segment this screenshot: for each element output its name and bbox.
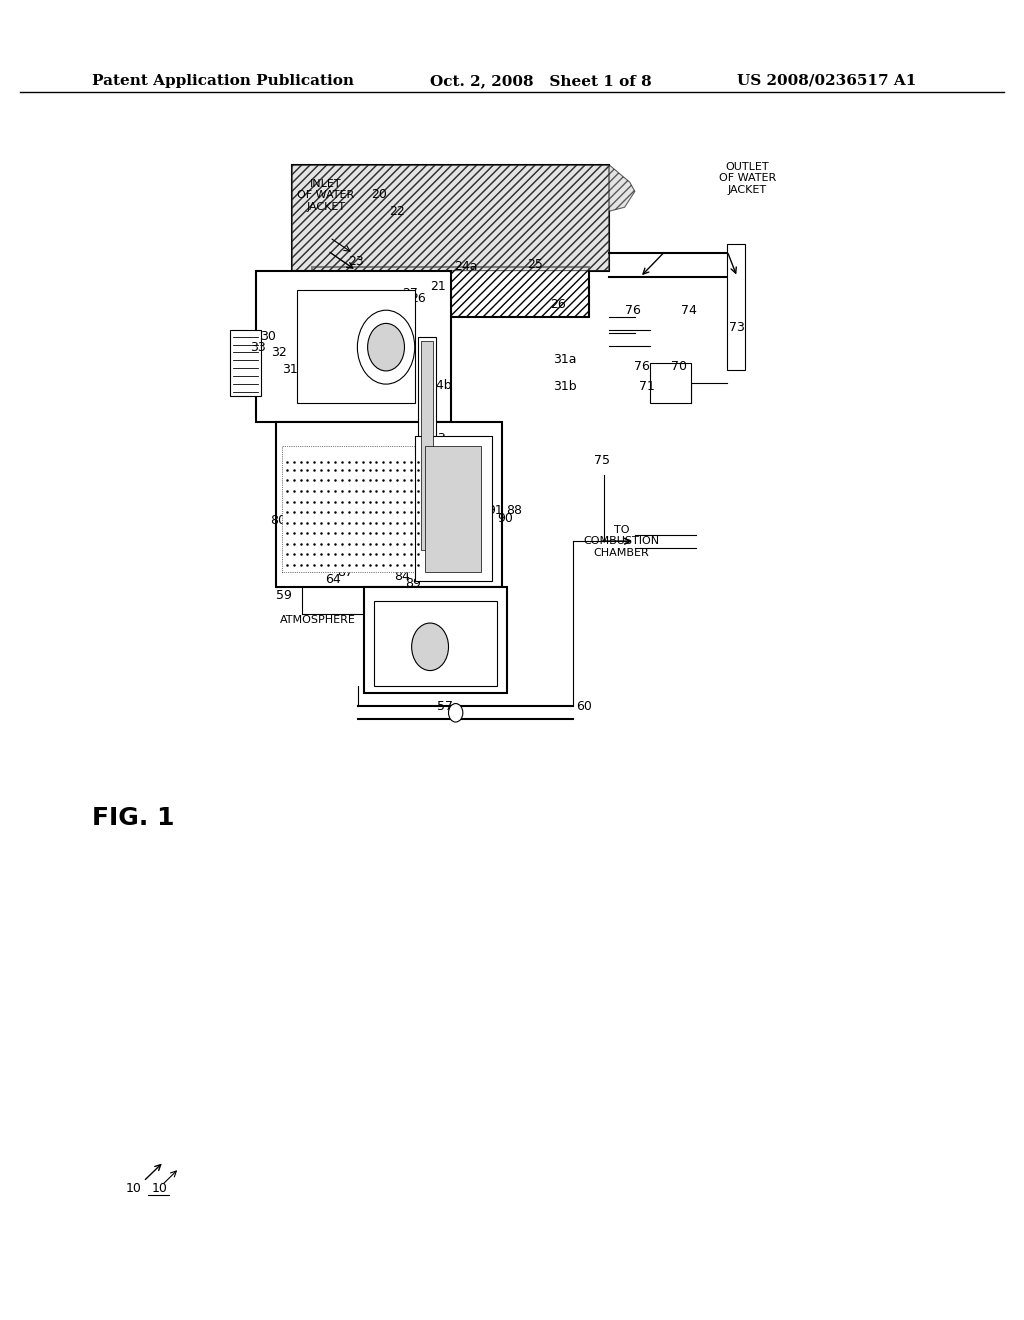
Text: 31: 31: [282, 363, 298, 376]
Bar: [421, 341, 433, 550]
Text: US 2008/0236517 A1: US 2008/0236517 A1: [737, 74, 916, 88]
Text: 42: 42: [412, 458, 428, 471]
Text: 86: 86: [289, 552, 305, 565]
Text: 93: 93: [330, 552, 346, 565]
Text: 94: 94: [350, 552, 367, 565]
Text: 77: 77: [447, 568, 464, 581]
Text: 37: 37: [304, 359, 321, 372]
Text: 22: 22: [389, 205, 406, 218]
Bar: [292, 165, 609, 271]
Text: 90: 90: [497, 512, 513, 525]
Text: 78: 78: [463, 568, 479, 581]
Text: 95: 95: [445, 504, 462, 517]
Text: 76: 76: [634, 360, 650, 374]
Text: INLET
OF WATER
JACKET: INLET OF WATER JACKET: [297, 178, 354, 213]
Text: 63: 63: [460, 640, 476, 653]
Text: 79: 79: [461, 504, 477, 517]
Bar: [650, 363, 691, 403]
Bar: [418, 337, 436, 554]
Text: ATMOSPHERE: ATMOSPHERE: [280, 615, 355, 626]
Text: 89: 89: [404, 577, 421, 590]
Text: 31b: 31b: [553, 380, 578, 393]
Text: TO
COMBUSTION
CHAMBER: TO COMBUSTION CHAMBER: [584, 524, 659, 558]
Text: 26: 26: [550, 298, 566, 312]
Text: 30: 30: [260, 330, 276, 343]
Text: 25: 25: [527, 257, 544, 271]
Bar: [425, 446, 481, 572]
Text: 87: 87: [337, 566, 353, 579]
Bar: [256, 271, 451, 422]
Bar: [230, 330, 261, 396]
Text: 32: 32: [270, 346, 287, 359]
Text: 84: 84: [394, 570, 411, 583]
Circle shape: [368, 323, 404, 371]
Text: 31a: 31a: [554, 352, 577, 366]
Text: 20: 20: [371, 187, 387, 201]
Text: 24b: 24b: [428, 379, 453, 392]
Text: 34: 34: [317, 341, 334, 354]
Circle shape: [449, 704, 463, 722]
Text: 92: 92: [340, 552, 356, 565]
Text: 70: 70: [671, 360, 687, 374]
Text: 62: 62: [393, 504, 410, 517]
Text: FIG. 1: FIG. 1: [92, 807, 174, 830]
Text: Oct. 2, 2008   Sheet 1 of 8: Oct. 2, 2008 Sheet 1 of 8: [430, 74, 652, 88]
Bar: [297, 290, 415, 403]
Bar: [282, 446, 425, 572]
Text: 88: 88: [506, 504, 522, 517]
Bar: [312, 267, 589, 317]
Text: 36: 36: [335, 359, 351, 372]
Bar: [415, 436, 492, 581]
Text: 40: 40: [317, 323, 334, 337]
Text: 59: 59: [275, 589, 292, 602]
Circle shape: [412, 623, 449, 671]
Text: 91: 91: [487, 504, 504, 517]
Bar: [374, 601, 497, 686]
Text: 81: 81: [284, 504, 300, 517]
Bar: [364, 587, 507, 693]
Text: 23: 23: [348, 255, 365, 268]
Text: 10: 10: [125, 1181, 141, 1195]
Circle shape: [357, 310, 415, 384]
Text: 76: 76: [625, 304, 641, 317]
Text: 80: 80: [270, 513, 287, 527]
Text: OUTLET
OF WATER
JACKET: OUTLET OF WATER JACKET: [719, 161, 776, 195]
Text: 26: 26: [410, 292, 426, 305]
Text: 83: 83: [307, 504, 324, 517]
Polygon shape: [292, 165, 635, 271]
Text: 96: 96: [414, 504, 430, 517]
Text: 71: 71: [639, 380, 655, 393]
Text: 35: 35: [340, 326, 356, 339]
Text: 10: 10: [152, 1181, 168, 1195]
Text: 43: 43: [430, 432, 446, 445]
Text: 82: 82: [430, 504, 446, 517]
Text: 60: 60: [575, 700, 592, 713]
Text: 33: 33: [250, 341, 266, 354]
Text: 27: 27: [401, 286, 418, 300]
Text: 21: 21: [430, 280, 446, 293]
Bar: [727, 244, 745, 370]
Bar: [276, 422, 502, 587]
Text: 24a: 24a: [455, 260, 477, 273]
Text: 74: 74: [681, 304, 697, 317]
Text: 73: 73: [729, 321, 745, 334]
Text: 64: 64: [325, 573, 341, 586]
Text: 41: 41: [469, 450, 485, 463]
Text: Patent Application Publication: Patent Application Publication: [92, 74, 354, 88]
Text: 75: 75: [594, 454, 610, 467]
Text: 57: 57: [437, 700, 454, 713]
